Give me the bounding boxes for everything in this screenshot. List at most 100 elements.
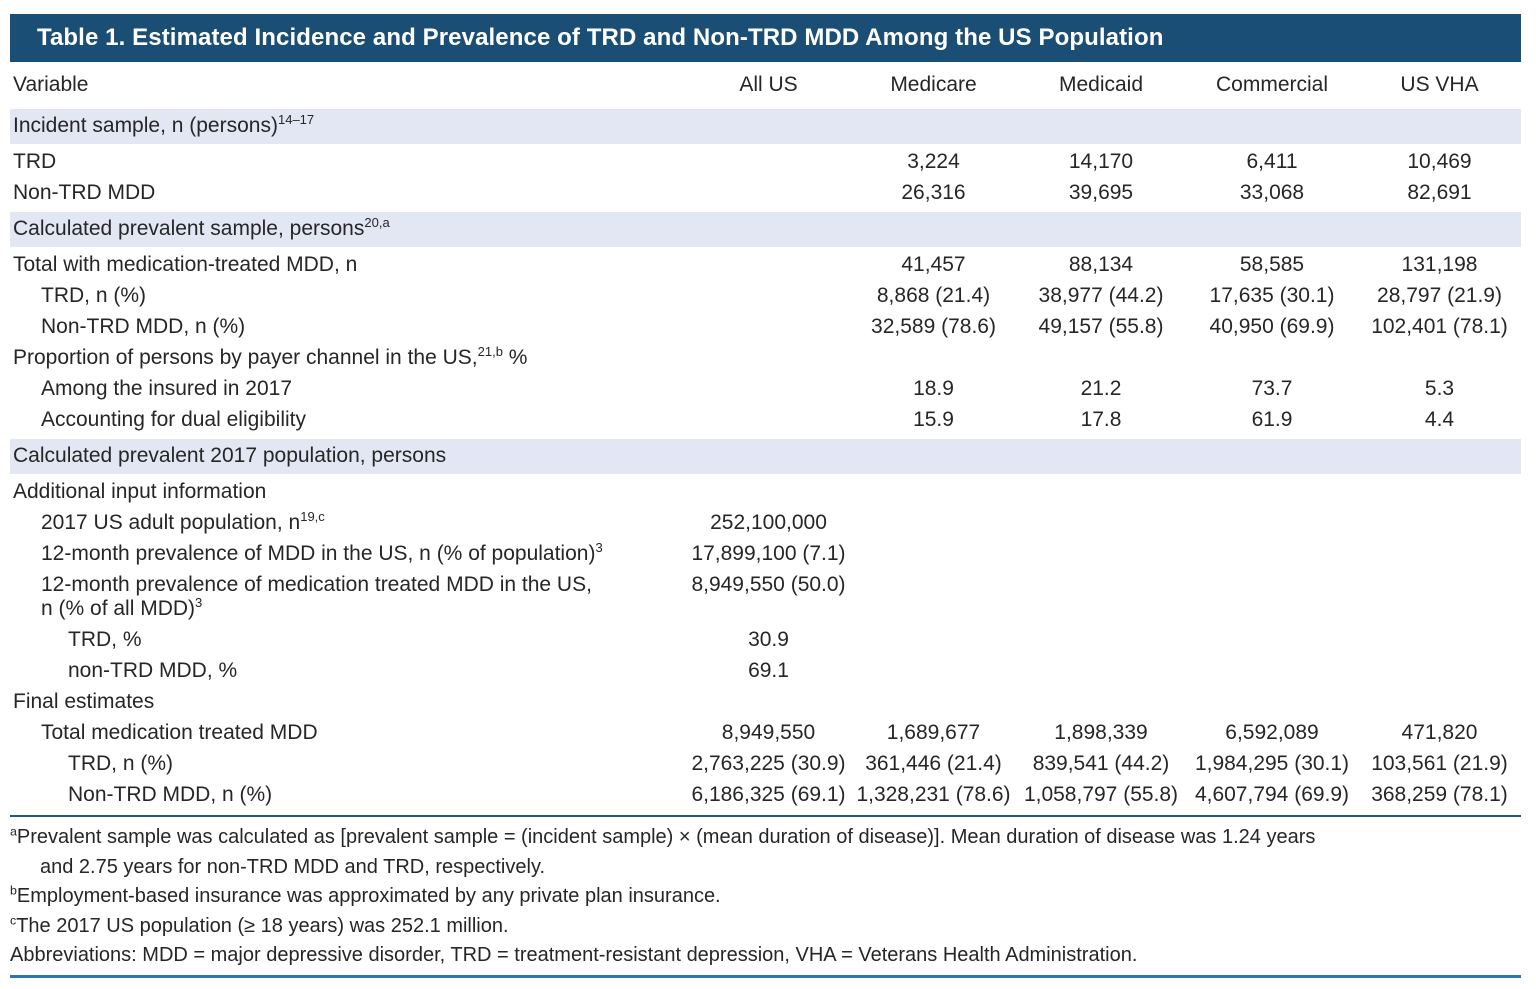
footnotes: aPrevalent sample was calculated as [pre… bbox=[10, 817, 1521, 971]
row-label: Among the insured in 2017 bbox=[41, 377, 293, 400]
cell-value: 58,585 bbox=[1239, 253, 1305, 276]
cell-value: 361,446 (21.4) bbox=[865, 752, 1002, 775]
row-label: Non-TRD MDD bbox=[13, 181, 156, 204]
table-row: Accounting for dual eligibility 15.9 17.8 6… bbox=[10, 405, 1521, 438]
cell-value bbox=[686, 146, 851, 179]
cell-value bbox=[851, 570, 1016, 625]
cell-value: 82,691 bbox=[1407, 181, 1472, 204]
reference-superscript: 19,c bbox=[300, 509, 325, 524]
cell-value: 88,134 bbox=[1068, 253, 1134, 276]
row-label: TRD, n (%) bbox=[68, 752, 173, 775]
row-label: Additional input information bbox=[13, 480, 267, 503]
table-body: Incident sample, n (persons)14–17 TRD 3,22… bbox=[10, 107, 1521, 812]
cell-value: 28,797 (21.9) bbox=[1377, 284, 1502, 307]
cell-value: 17.8 bbox=[1080, 408, 1122, 431]
cell-value: 3,224 bbox=[907, 150, 960, 173]
cell-value bbox=[1186, 508, 1358, 539]
row-label: TRD, n (%) bbox=[41, 284, 146, 307]
cell-value bbox=[1186, 625, 1358, 656]
section-row: Incident sample, n (persons)14–17 bbox=[10, 107, 1521, 146]
row-label: Calculated prevalent 2017 population, pe… bbox=[10, 437, 1521, 476]
cell-value: 102,401 (78.1) bbox=[1371, 315, 1508, 338]
row-label: TRD, % bbox=[68, 628, 142, 651]
cell-value: 131,198 bbox=[1401, 253, 1478, 276]
footnote-marker: b bbox=[10, 883, 17, 898]
table-row: 12-month prevalence of MDD in the US, n … bbox=[10, 539, 1521, 570]
column-header-medicare: Medicare bbox=[890, 73, 977, 96]
cell-value bbox=[1358, 570, 1521, 625]
column-header-variable: Variable bbox=[13, 73, 89, 96]
row-label: TRD bbox=[13, 150, 57, 173]
cell-value: 6,186,325 (69.1) bbox=[691, 783, 846, 806]
table-row: TRD, % 30.9 bbox=[10, 625, 1521, 656]
table-row: TRD, n (%) 2,763,225 (30.9) 361,446 (21.4)… bbox=[10, 749, 1521, 780]
cell-value: 10,469 bbox=[1407, 150, 1472, 173]
cell-value: 6,592,089 bbox=[1225, 721, 1319, 744]
table-row: Total medication treated MDD 8,949,550 1,6… bbox=[10, 718, 1521, 749]
cell-value: 368,259 (78.1) bbox=[1371, 783, 1508, 806]
cell-value: 18.9 bbox=[913, 377, 954, 400]
reference-superscript: 3 bbox=[195, 595, 203, 610]
table-row: Proportion of persons by payer channel i… bbox=[10, 343, 1521, 374]
section-row: Calculated prevalent sample, persons20,a bbox=[10, 210, 1521, 249]
cell-value: 8,949,550 (50.0) bbox=[691, 573, 846, 596]
cell-value: 6,411 bbox=[1246, 150, 1298, 173]
cell-value bbox=[1358, 625, 1521, 656]
cell-value: 26,316 bbox=[901, 181, 966, 204]
cell-value: 30.9 bbox=[748, 628, 789, 651]
cell-value bbox=[1186, 656, 1358, 687]
cell-value: 69.1 bbox=[748, 659, 789, 682]
cell-value: 17,635 (30.1) bbox=[1209, 284, 1335, 307]
table-row: 2017 US adult population, n19,c 252,100,0… bbox=[10, 508, 1521, 539]
cell-value bbox=[1016, 570, 1186, 625]
cell-value: 4.4 bbox=[1424, 408, 1455, 431]
cell-value: 1,058,797 (55.8) bbox=[1023, 783, 1179, 806]
row-label: Accounting for dual eligibility bbox=[41, 408, 306, 431]
column-header-commercial: Commercial bbox=[1215, 73, 1328, 96]
footnote-c: cThe 2017 US population (≥ 18 years) was… bbox=[10, 912, 509, 937]
table-row: non-TRD MDD, % 69.1 bbox=[10, 656, 1521, 687]
row-label: 12-month prevalence of MDD in the US, n … bbox=[41, 540, 603, 565]
cell-value bbox=[1016, 539, 1186, 570]
cell-value: 1,898,339 bbox=[1054, 721, 1148, 744]
cell-value: 17,899,100 (7.1) bbox=[691, 542, 846, 565]
cell-value: 1,984,295 (30.1) bbox=[1194, 752, 1350, 775]
cell-value bbox=[1016, 508, 1186, 539]
cell-value bbox=[851, 625, 1016, 656]
cell-value: 21.2 bbox=[1080, 377, 1122, 400]
table-row: Final estimates bbox=[10, 687, 1521, 718]
reference-superscript: 20,a bbox=[364, 215, 390, 230]
cell-value: 103,561 (21.9) bbox=[1371, 752, 1508, 775]
row-label: Calculated prevalent sample, persons20,a bbox=[10, 210, 1521, 249]
row-label: Total with medication-treated MDD, n bbox=[13, 253, 358, 276]
table-bottom-rule bbox=[10, 815, 1521, 817]
table-header-row: Variable All US Medicare Medicaid Commer… bbox=[10, 62, 1521, 108]
footnote-marker: c bbox=[10, 912, 17, 927]
cell-value bbox=[1016, 625, 1186, 656]
row-label: Total medication treated MDD bbox=[41, 721, 318, 744]
table-row: Non-TRD MDD, n (%) 32,589 (78.6) 49,157 (5… bbox=[10, 312, 1521, 343]
cell-value: 5.3 bbox=[1424, 377, 1455, 400]
cell-value: 49,157 (55.8) bbox=[1038, 315, 1164, 338]
cell-value bbox=[686, 374, 851, 405]
row-label: Final estimates bbox=[13, 690, 155, 713]
row-label: Incident sample, n (persons)14–17 bbox=[10, 107, 1521, 146]
row-label: 2017 US adult population, n19,c bbox=[41, 509, 325, 534]
cell-value: 8,868 (21.4) bbox=[876, 284, 991, 307]
table-row: 12-month prevalence of medication treate… bbox=[10, 570, 1521, 625]
cell-value: 41,457 bbox=[901, 253, 966, 276]
abbreviations-note: Abbreviations: MDD = major depressive di… bbox=[10, 944, 1138, 966]
row-label: Non-TRD MDD, n (%) bbox=[41, 315, 246, 338]
page-bottom-rule bbox=[10, 974, 1521, 978]
cell-value: 73.7 bbox=[1251, 377, 1293, 400]
table-row: Additional input information bbox=[10, 476, 1521, 509]
column-header-medicaid: Medicaid bbox=[1058, 73, 1144, 96]
table-row: TRD 3,224 14,170 6,411 10,469 bbox=[10, 146, 1521, 179]
cell-value bbox=[1358, 539, 1521, 570]
cell-value: 1,689,677 bbox=[886, 721, 981, 744]
reference-superscript: 3 bbox=[595, 540, 603, 555]
row-label: non-TRD MDD, % bbox=[68, 659, 238, 682]
reference-superscript: 21,b bbox=[477, 344, 503, 359]
cell-value: 33,068 bbox=[1239, 181, 1305, 204]
cell-value bbox=[1186, 539, 1358, 570]
